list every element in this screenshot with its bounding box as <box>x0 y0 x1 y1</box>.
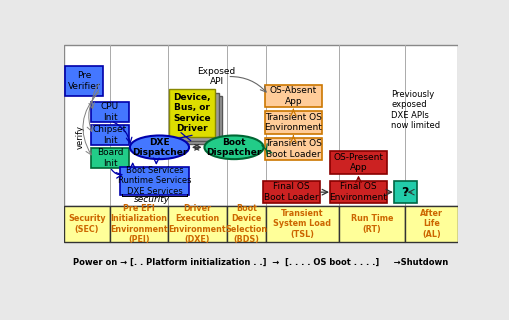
FancyBboxPatch shape <box>120 166 189 195</box>
FancyBboxPatch shape <box>339 206 405 242</box>
FancyBboxPatch shape <box>266 206 339 242</box>
Text: Boot
Dispatcher: Boot Dispatcher <box>206 138 262 157</box>
Text: ?: ? <box>402 186 409 199</box>
Text: Device,
Bus, or
Service
Driver: Device, Bus, or Service Driver <box>173 93 211 133</box>
Text: DXE
Dispatcher: DXE Dispatcher <box>132 138 187 157</box>
Text: Final OS
Boot Loader: Final OS Boot Loader <box>264 182 319 202</box>
FancyBboxPatch shape <box>263 181 320 204</box>
Text: Boot Services
Runtime Services
DXE Services: Boot Services Runtime Services DXE Servi… <box>118 166 191 196</box>
Text: Final OS
Environment: Final OS Environment <box>329 182 387 202</box>
Text: Pre EFI
Initialization
Environment
(PEI): Pre EFI Initialization Environment (PEI) <box>110 204 168 244</box>
FancyBboxPatch shape <box>394 181 417 204</box>
FancyBboxPatch shape <box>330 181 387 204</box>
Text: Transient OS
Boot Loader: Transient OS Boot Loader <box>265 139 322 159</box>
FancyBboxPatch shape <box>265 138 322 160</box>
FancyBboxPatch shape <box>330 151 387 174</box>
Text: security: security <box>134 195 171 204</box>
FancyBboxPatch shape <box>65 66 103 96</box>
Text: verify: verify <box>76 125 84 149</box>
FancyBboxPatch shape <box>91 102 129 122</box>
Text: Power on → [. . Platform initialization . .]  →  [. . . . OS boot . . . .]     →: Power on → [. . Platform initialization … <box>73 258 448 267</box>
Text: Boot
Device
Selection
(BDS): Boot Device Selection (BDS) <box>225 204 267 244</box>
FancyBboxPatch shape <box>64 206 110 242</box>
FancyBboxPatch shape <box>64 44 458 206</box>
Text: Transient OS
Environment: Transient OS Environment <box>265 113 322 132</box>
FancyBboxPatch shape <box>91 148 129 168</box>
FancyBboxPatch shape <box>91 125 129 145</box>
FancyBboxPatch shape <box>168 206 227 242</box>
FancyBboxPatch shape <box>173 92 219 141</box>
Text: Transient
System Load
(TSL): Transient System Load (TSL) <box>273 209 331 239</box>
FancyBboxPatch shape <box>265 85 322 108</box>
FancyBboxPatch shape <box>265 111 322 134</box>
Ellipse shape <box>130 135 189 159</box>
FancyBboxPatch shape <box>177 96 222 144</box>
Text: Chipset
Init: Chipset Init <box>93 125 127 145</box>
Text: OS-Absent
App: OS-Absent App <box>270 86 317 106</box>
Ellipse shape <box>205 135 264 159</box>
Text: Pre
Verifier: Pre Verifier <box>68 71 100 91</box>
Text: Board
Init: Board Init <box>97 148 123 168</box>
Text: Driver
Execution
Environment
(DXE): Driver Execution Environment (DXE) <box>168 204 226 244</box>
FancyBboxPatch shape <box>110 206 168 242</box>
FancyBboxPatch shape <box>227 206 266 242</box>
Text: OS-Present
App: OS-Present App <box>333 153 383 172</box>
Text: Previously
exposed
DXE APIs
now limited: Previously exposed DXE APIs now limited <box>391 90 440 130</box>
FancyBboxPatch shape <box>405 206 458 242</box>
FancyBboxPatch shape <box>169 89 215 137</box>
Text: Security
(SEC): Security (SEC) <box>68 214 106 234</box>
Text: Exposed
API: Exposed API <box>197 67 236 86</box>
Text: After
Life
(AL): After Life (AL) <box>420 209 443 239</box>
Text: Run Time
(RT): Run Time (RT) <box>351 214 393 234</box>
Text: CPU
Init: CPU Init <box>101 102 119 122</box>
